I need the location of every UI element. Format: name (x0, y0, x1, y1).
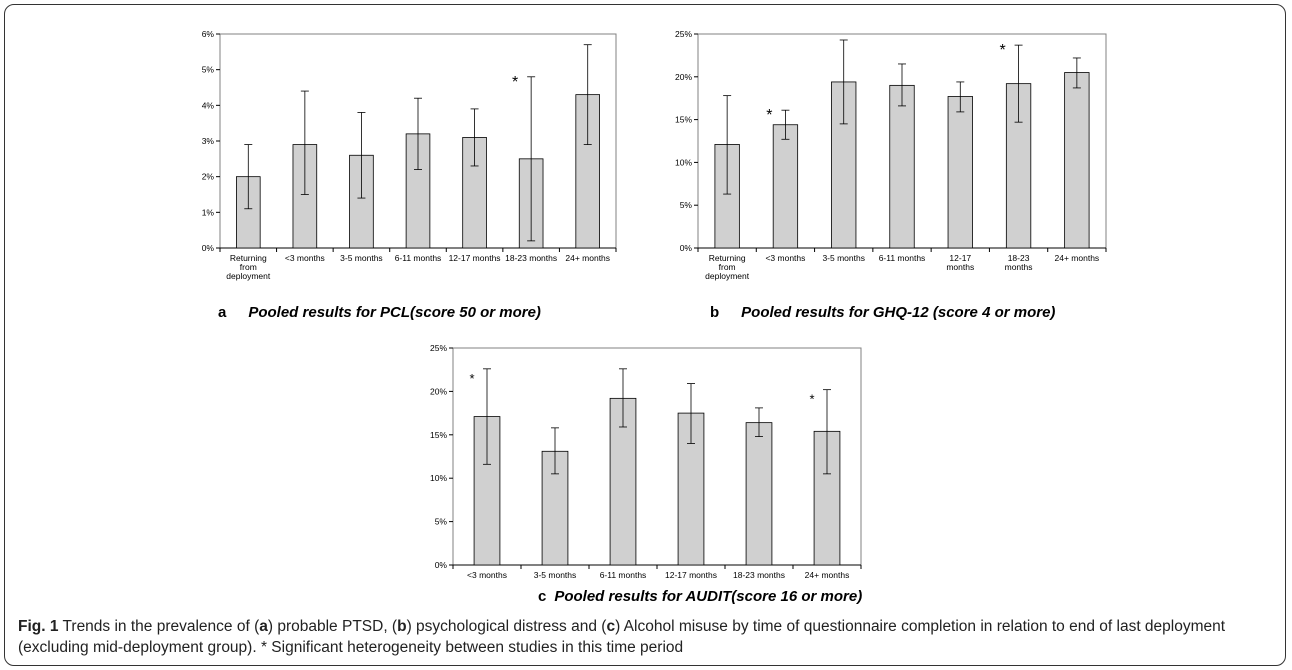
y-tick-label: 20% (675, 72, 692, 82)
x-tick-label: 24+ months (565, 253, 610, 263)
bar (745, 422, 773, 566)
panel-b-title: Pooled results for GHQ-12 (score 4 or mo… (741, 304, 1056, 321)
x-tick-label: Returning (709, 253, 746, 263)
caption-fig-label: Fig. 1 (18, 618, 59, 635)
panel-c-letter: c (538, 588, 547, 605)
caption-letter-a: a (259, 618, 268, 635)
x-tick-label: 12-17 months (449, 253, 501, 263)
x-tick-label: 12-17 months (665, 570, 717, 580)
bar (1064, 72, 1090, 249)
y-tick-label: 0% (202, 243, 215, 253)
significance-star: * (512, 74, 518, 91)
y-tick-label: 5% (202, 65, 215, 75)
caption-letter-b: b (397, 618, 407, 635)
x-tick-label: deployment (226, 271, 271, 281)
y-tick-label: 25% (675, 29, 692, 39)
significance-star: * (999, 42, 1005, 59)
x-tick-label: deployment (705, 271, 750, 281)
x-tick-label: 6-11 months (600, 570, 647, 580)
x-tick-label: <3 months (467, 570, 507, 580)
y-tick-label: 15% (430, 430, 447, 440)
caption-part-4: ) Alcohol misuse by time of questionnair… (18, 618, 1226, 656)
y-tick-label: 10% (675, 157, 692, 167)
y-tick-label: 3% (202, 136, 215, 146)
y-tick-label: 20% (430, 386, 447, 396)
bar (772, 124, 799, 249)
x-tick-label: months (946, 262, 974, 272)
y-tick-label: 4% (202, 100, 215, 110)
y-tick-label: 5% (680, 200, 693, 210)
figure-caption: Fig. 1 Trends in the prevalence of (a) p… (18, 616, 1278, 658)
caption-part-1: Trends in the prevalence of ( (58, 618, 260, 635)
x-tick-label: 3-5 months (822, 253, 865, 263)
bar (889, 84, 915, 249)
x-tick-label: 6-11 months (879, 253, 926, 263)
x-tick-label: Returning (230, 253, 267, 263)
x-tick-label: 18-23 months (505, 253, 557, 263)
y-tick-label: 5% (435, 517, 448, 527)
x-tick-label: <3 months (285, 253, 325, 263)
x-tick-label: 18-23 (1008, 253, 1030, 263)
x-tick-label: from (719, 262, 736, 272)
chart-audit: 0% 5% 10% 15% 20% 25% * <3 months 3-5 months 6-11… (430, 343, 862, 580)
significance-star: * (809, 392, 814, 407)
y-tick-label: 10% (430, 473, 447, 483)
plot-area-border (452, 347, 862, 566)
panel-a-title: Pooled results for PCL(score 50 or more) (248, 304, 541, 321)
caption-part-3: ) psychological distress and ( (406, 618, 607, 635)
y-tick-label: 0% (435, 560, 448, 570)
x-tick-label: 12-17 (949, 253, 971, 263)
x-tick-label: months (1005, 262, 1033, 272)
significance-star: * (469, 371, 474, 386)
y-tick-label: 2% (202, 172, 215, 182)
caption-part-2: ) probable PTSD, ( (267, 618, 398, 635)
x-tick-label: from (240, 262, 257, 272)
x-tick-label: 3-5 months (534, 570, 577, 580)
panel-b-letter: b (710, 304, 720, 321)
x-tick-label: 3-5 months (340, 253, 383, 263)
y-tick-label: 1% (202, 207, 215, 217)
significance-star: * (766, 107, 772, 124)
x-tick-label: <3 months (765, 253, 805, 263)
panel-a-letter: a (218, 304, 227, 321)
y-tick-label: 0% (680, 243, 693, 253)
panel-c-caption: c Pooled results for AUDIT(score 16 or mo… (538, 588, 862, 605)
x-tick-label: 18-23 months (733, 570, 785, 580)
panel-b-caption: b Pooled results for GHQ-12 (score 4 or m… (710, 304, 1055, 321)
x-tick-label: 24+ months (805, 570, 850, 580)
y-tick-label: 25% (430, 343, 447, 353)
caption-letter-c: c (606, 618, 616, 635)
x-tick-label: 6-11 months (395, 253, 442, 263)
y-tick-label: 6% (202, 29, 215, 39)
panel-c-title: Pooled results for AUDIT(score 16 or mor… (554, 588, 863, 605)
panel-a-caption: a Pooled results for PCL(score 50 or more… (218, 304, 541, 321)
x-tick-label: 24+ months (1055, 253, 1100, 263)
bar (947, 96, 973, 249)
y-tick-label: 15% (675, 115, 692, 125)
